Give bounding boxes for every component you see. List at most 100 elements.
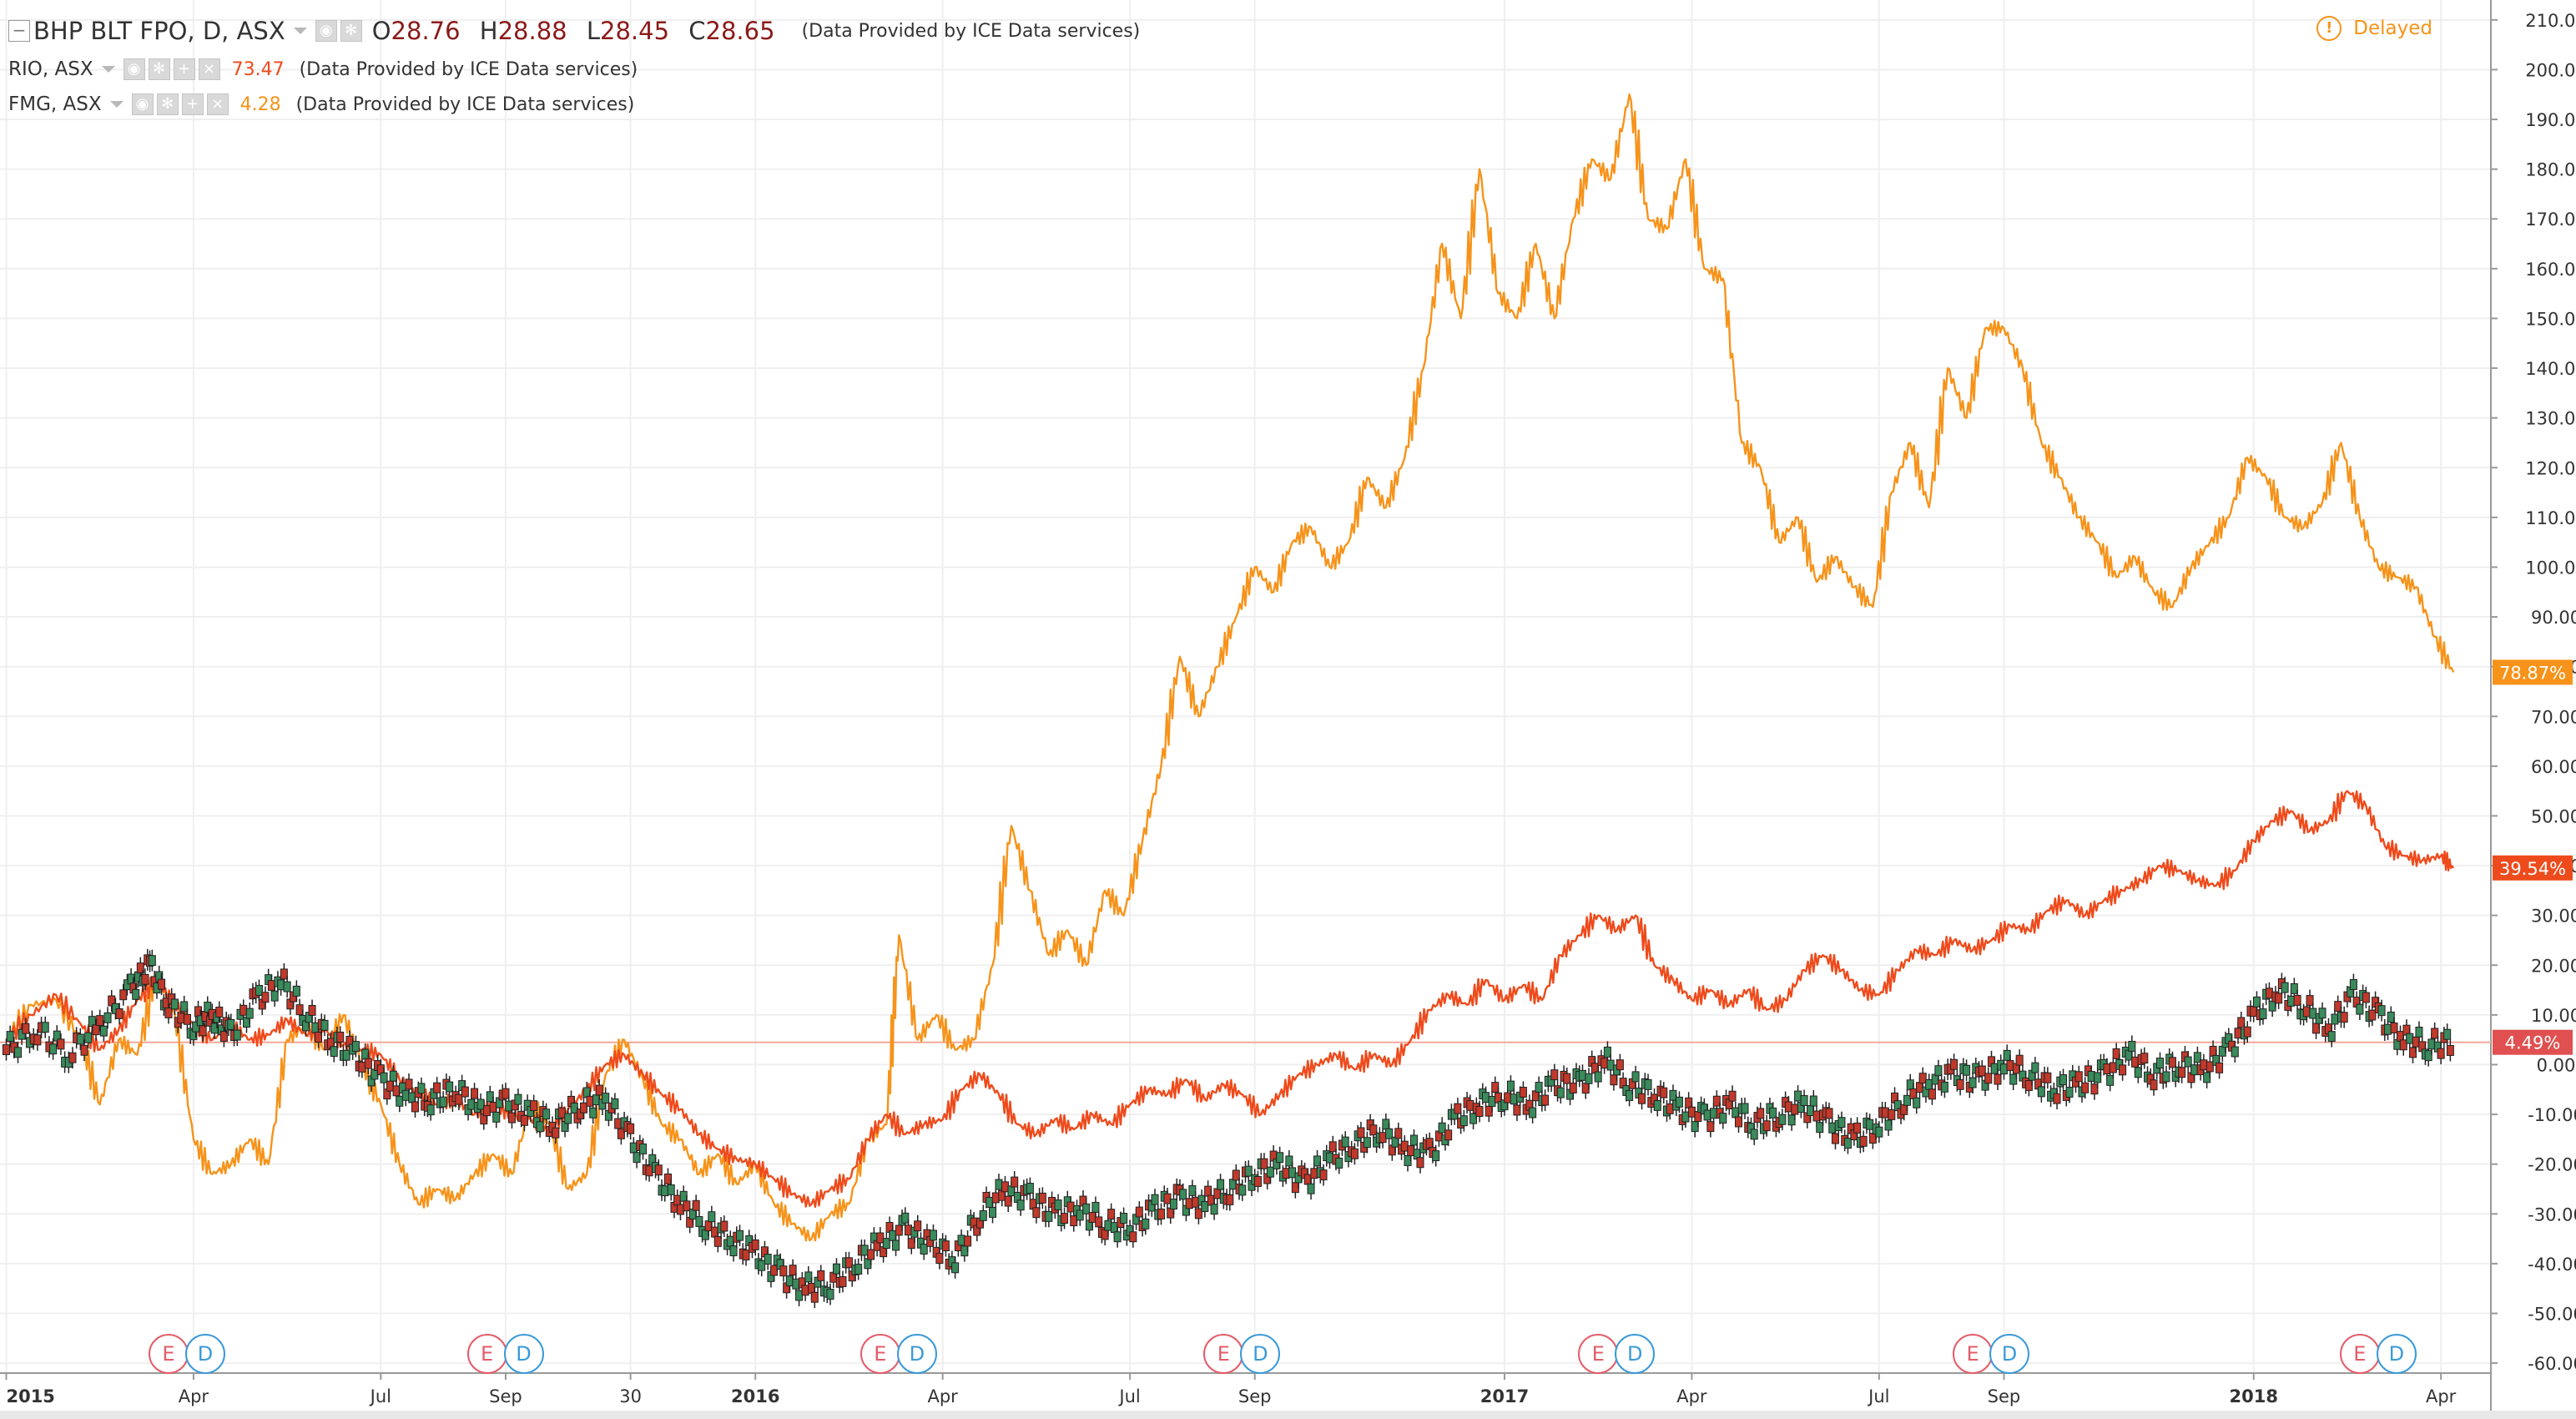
bhp-candle [832, 1263, 840, 1275]
bhp-candle [426, 1104, 435, 1116]
bhp-candle [2053, 1093, 2061, 1104]
bhp-candle [136, 962, 144, 974]
eye-icon[interactable]: ◉ [131, 93, 154, 115]
earnings-marker[interactable]: E [2339, 1334, 2380, 1374]
earnings-marker[interactable]: E [1203, 1334, 1244, 1374]
y-tick-label: 190.00% [2525, 110, 2576, 130]
bhp-candle [1325, 1152, 1333, 1164]
close-icon[interactable]: × [206, 93, 229, 115]
bhp-candle [1915, 1082, 1923, 1093]
bhp-candle [1510, 1093, 1518, 1105]
bhp-candle [505, 1100, 513, 1112]
eye-icon[interactable]: ◉ [123, 58, 145, 80]
bhp-candle [2162, 1071, 2170, 1083]
x-tick-label: Apr [927, 1386, 958, 1406]
bhp-candle [361, 1048, 370, 1060]
bhp-candle [1488, 1096, 1496, 1107]
bhp-candle [2140, 1053, 2149, 1064]
gear-icon[interactable]: ✻ [148, 58, 170, 80]
main-symbol-title[interactable]: BHP BLT FPO, D, ASX [33, 17, 285, 45]
bhp-candle [1313, 1155, 1322, 1167]
bhp-candle [255, 985, 263, 996]
bhp-candle [489, 1102, 497, 1113]
bottom-scrollbar [0, 1411, 2576, 1419]
bhp-candle [1282, 1168, 1290, 1179]
bhp-candle [1011, 1176, 1019, 1188]
bhp-candle [592, 1094, 600, 1106]
dividend-marker[interactable]: D [1240, 1334, 1281, 1374]
bhp-candle [1812, 1110, 1821, 1122]
bhp-candle [1204, 1185, 1212, 1197]
bhp-candle [1610, 1074, 1618, 1086]
bhp-candle [2290, 982, 2298, 994]
bhp-candle [1038, 1192, 1046, 1204]
dividend-marker[interactable]: D [896, 1334, 937, 1374]
main-symbol-legend: − BHP BLT FPO, D, ASX ◉ ✻ O28.76 H28.88 … [8, 17, 1140, 45]
gear-icon[interactable]: ✻ [340, 20, 362, 42]
dividend-marker[interactable]: D [1615, 1334, 1656, 1374]
earnings-marker[interactable]: E [466, 1334, 507, 1374]
bhp-candle [2390, 1023, 2398, 1033]
bhp-candle [14, 1047, 23, 1058]
bhp-candle [751, 1239, 759, 1250]
bhp-candle [1382, 1119, 1390, 1130]
bhp-candle [810, 1291, 819, 1303]
earnings-marker[interactable]: E [1578, 1334, 1619, 1374]
dividend-marker[interactable]: D [1989, 1334, 2030, 1374]
bhp-candle [1394, 1128, 1403, 1139]
dividend-marker[interactable]: D [503, 1334, 544, 1374]
plus-icon[interactable]: + [181, 93, 204, 115]
bhp-candle [2243, 1026, 2251, 1038]
bhp-candle [2327, 1031, 2336, 1043]
rio-symbol[interactable]: RIO, ASX [8, 58, 93, 80]
bhp-candle [1950, 1058, 1958, 1070]
y-tick-label: 60.00% [2531, 757, 2576, 777]
bhp-candle [1266, 1166, 1274, 1178]
bhp-candle [708, 1211, 716, 1223]
bhp-candle [2437, 1048, 2445, 1059]
bhp-candle [1681, 1111, 1690, 1123]
bhp-candle [2190, 1064, 2199, 1076]
bhp-candle [1706, 1121, 1715, 1133]
delayed-indicator[interactable]: ! Delayed [2316, 16, 2432, 41]
bhp-candle [1884, 1119, 1893, 1131]
dividend-marker[interactable]: D [184, 1334, 225, 1374]
chevron-down-icon[interactable] [101, 66, 115, 73]
ohlc-values: O28.76 H28.88 L28.45 C28.65 [371, 17, 775, 45]
chevron-down-icon[interactable] [109, 101, 124, 108]
chevron-down-icon[interactable] [293, 28, 307, 34]
bhp-candle [2362, 992, 2370, 1003]
bhp-candle [639, 1143, 648, 1154]
bhp-candle [103, 1012, 112, 1023]
gear-icon[interactable]: ✻ [156, 93, 179, 115]
bhp-candle [1432, 1150, 1440, 1162]
bhp-candle [33, 1034, 42, 1046]
plus-icon[interactable]: + [173, 58, 195, 80]
bhp-candle [2065, 1087, 2074, 1098]
earnings-marker[interactable]: E [860, 1334, 900, 1374]
bhp-candle [2281, 982, 2289, 993]
bhp-candle [1859, 1135, 1868, 1147]
collapse-icon[interactable]: − [8, 20, 30, 42]
bhp-candle [2349, 979, 2357, 990]
close-icon[interactable]: × [198, 58, 220, 80]
eye-icon[interactable]: ◉ [315, 20, 337, 42]
bhp-candle [920, 1243, 928, 1255]
bhp-candle [520, 1114, 528, 1126]
bhp-candle [132, 988, 140, 1000]
rio-line [5, 790, 2455, 1208]
earnings-marker[interactable]: E [148, 1334, 189, 1374]
x-tick-label: Sep [489, 1386, 522, 1406]
dividend-marker[interactable]: D [2376, 1334, 2417, 1374]
earnings-marker[interactable]: E [1953, 1334, 1994, 1374]
bhp-candle [1978, 1065, 1986, 1077]
bhp-candle [2205, 1061, 2214, 1073]
bhp-candle [295, 1004, 304, 1016]
fmg-symbol[interactable]: FMG, ASX [8, 93, 102, 115]
y-tick-label: 100.00% [2525, 558, 2576, 578]
bhp-candle [679, 1190, 688, 1202]
bhp-candle [1778, 1113, 1787, 1125]
bhp-candle [80, 1044, 88, 1056]
bhp-candle [1026, 1183, 1034, 1194]
